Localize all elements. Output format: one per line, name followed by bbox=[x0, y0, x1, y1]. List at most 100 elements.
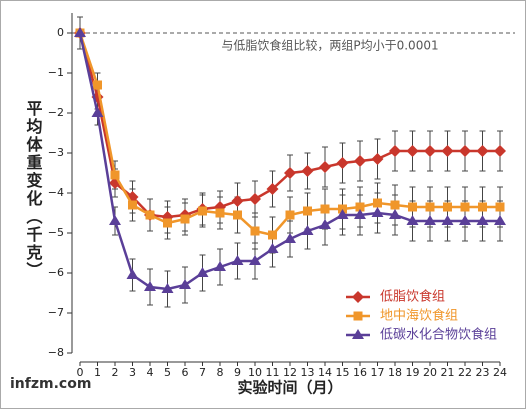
legend-label: 地中海饮食组 bbox=[380, 308, 458, 324]
x-tick-label: 15 bbox=[336, 366, 350, 379]
marker bbox=[231, 195, 244, 207]
y-tick-label: −1 bbox=[48, 66, 64, 79]
y-tick-label: −5 bbox=[48, 226, 64, 239]
x-axis-label: 实验时间（月） bbox=[237, 379, 342, 397]
marker bbox=[144, 281, 156, 291]
y-tick-label: −6 bbox=[48, 266, 64, 279]
marker bbox=[441, 215, 454, 225]
marker bbox=[406, 145, 419, 157]
marker bbox=[494, 215, 506, 225]
marker bbox=[196, 267, 209, 277]
marker bbox=[336, 157, 349, 169]
marker bbox=[179, 279, 191, 289]
y-tick-label: −7 bbox=[48, 306, 64, 319]
marker bbox=[180, 214, 190, 224]
x-tick-label: 6 bbox=[182, 366, 189, 379]
marker bbox=[319, 219, 331, 229]
y-tick-label: −3 bbox=[48, 146, 64, 159]
marker bbox=[284, 233, 296, 243]
marker bbox=[284, 167, 296, 179]
marker bbox=[352, 291, 364, 303]
marker bbox=[371, 207, 384, 217]
x-tick-label: 19 bbox=[406, 366, 420, 379]
marker bbox=[74, 27, 86, 37]
marker bbox=[336, 209, 349, 219]
marker bbox=[249, 255, 261, 265]
marker bbox=[476, 145, 489, 157]
marker bbox=[460, 202, 470, 212]
marker bbox=[373, 198, 382, 208]
marker bbox=[476, 215, 489, 225]
marker bbox=[198, 206, 207, 216]
marker bbox=[163, 218, 172, 228]
y-tick-label: −2 bbox=[48, 106, 64, 119]
marker bbox=[355, 202, 365, 212]
marker bbox=[319, 161, 331, 173]
marker bbox=[266, 183, 279, 195]
marker bbox=[389, 145, 401, 157]
x-tick-label: 20 bbox=[423, 366, 437, 379]
legend-label: 低脂饮食组 bbox=[380, 289, 445, 305]
marker bbox=[441, 145, 454, 157]
y-tick-label: −4 bbox=[48, 186, 64, 199]
marker bbox=[443, 202, 452, 212]
marker bbox=[214, 261, 226, 271]
marker bbox=[128, 200, 137, 210]
x-tick-label: 2 bbox=[112, 366, 119, 379]
marker bbox=[353, 311, 363, 321]
y-axis-label: 平均体重变化（千克） bbox=[24, 100, 43, 280]
x-tick-label: 21 bbox=[441, 366, 455, 379]
x-tick-label: 7 bbox=[199, 366, 206, 379]
marker bbox=[390, 200, 400, 210]
marker bbox=[91, 107, 104, 117]
x-tick-label: 13 bbox=[301, 366, 315, 379]
x-tick-label: 8 bbox=[217, 366, 224, 379]
marker bbox=[109, 215, 121, 225]
marker bbox=[268, 230, 277, 240]
marker bbox=[424, 215, 436, 225]
x-tick-label: 12 bbox=[283, 366, 297, 379]
marker bbox=[249, 193, 261, 205]
watermark: infzm.com bbox=[10, 376, 91, 392]
marker bbox=[161, 283, 174, 293]
marker bbox=[459, 145, 471, 157]
x-tick-label: 1 bbox=[94, 366, 101, 379]
marker bbox=[424, 145, 436, 157]
marker bbox=[110, 170, 120, 180]
annotation: 与低脂饮食组比较，两组P均小于0.0001 bbox=[221, 38, 438, 53]
marker bbox=[371, 153, 384, 165]
x-tick-label: 10 bbox=[248, 366, 262, 379]
marker bbox=[231, 255, 244, 265]
marker bbox=[285, 210, 295, 220]
marker bbox=[301, 225, 314, 235]
marker bbox=[145, 210, 155, 220]
marker bbox=[495, 202, 505, 212]
marker bbox=[215, 208, 225, 218]
legend-label: 低碳水化合物饮食组 bbox=[380, 327, 497, 343]
y-tick-label: 0 bbox=[57, 26, 64, 39]
x-tick-label: 24 bbox=[493, 366, 507, 379]
x-tick-label: 5 bbox=[164, 366, 171, 379]
x-tick-label: 22 bbox=[458, 366, 472, 379]
x-tick-label: 4 bbox=[147, 366, 154, 379]
marker bbox=[408, 202, 417, 212]
y-tick-label: −8 bbox=[48, 346, 64, 359]
marker bbox=[303, 206, 312, 216]
marker bbox=[494, 145, 506, 157]
x-tick-label: 14 bbox=[318, 366, 332, 379]
marker bbox=[459, 215, 471, 225]
marker bbox=[320, 204, 330, 214]
x-tick-label: 23 bbox=[476, 366, 490, 379]
x-tick-label: 16 bbox=[353, 366, 367, 379]
marker bbox=[389, 209, 401, 219]
marker bbox=[250, 226, 260, 236]
marker bbox=[425, 202, 435, 212]
x-tick-label: 18 bbox=[388, 366, 402, 379]
marker bbox=[301, 165, 314, 177]
marker bbox=[352, 329, 364, 339]
marker bbox=[354, 209, 366, 219]
x-tick-label: 0 bbox=[77, 366, 84, 379]
marker bbox=[266, 243, 279, 253]
marker bbox=[126, 269, 139, 279]
